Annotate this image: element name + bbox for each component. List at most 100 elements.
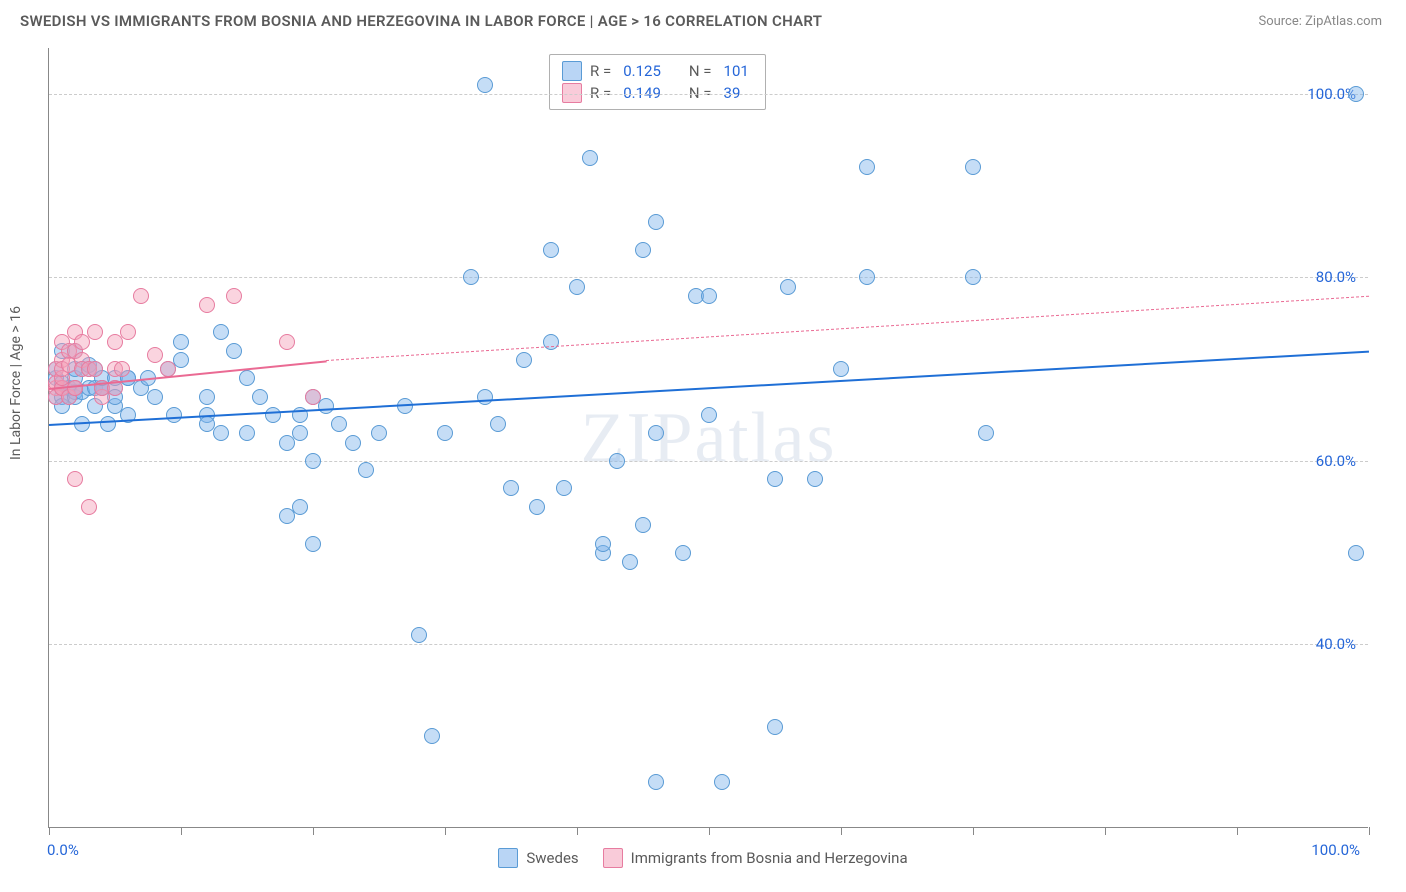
legend-n-label: N = [689, 62, 712, 80]
legend-swatch [498, 848, 518, 868]
scatter-point [265, 407, 281, 423]
chart-title: SWEDISH VS IMMIGRANTS FROM BOSNIA AND HE… [20, 12, 822, 30]
scatter-point [67, 471, 83, 487]
scatter-point [345, 435, 361, 451]
x-tick [1369, 827, 1370, 835]
scatter-point [120, 324, 136, 340]
x-tick [709, 827, 710, 835]
scatter-point [87, 324, 103, 340]
scatter-point [807, 471, 823, 487]
scatter-point [226, 343, 242, 359]
scatter-point [100, 416, 116, 432]
scatter-point [859, 269, 875, 285]
bottom-legend: Swedes Immigrants from Bosnia and Herzego… [0, 848, 1406, 868]
scatter-point [648, 214, 664, 230]
scatter-point [556, 480, 572, 496]
scatter-point [490, 416, 506, 432]
legend-r-label: R = [590, 62, 611, 80]
scatter-point [1348, 86, 1364, 102]
scatter-point [424, 728, 440, 744]
scatter-point [173, 334, 189, 350]
scatter-point [701, 288, 717, 304]
scatter-point [477, 77, 493, 93]
scatter-point [199, 297, 215, 313]
scatter-point [516, 352, 532, 368]
scatter-point [81, 499, 97, 515]
legend-stats-row: R = 0.125 N = 101 [562, 61, 753, 81]
plot-area: ZIPatlas R =0.125N =101R =0.149N =39 0.0… [48, 48, 1368, 828]
scatter-point [635, 517, 651, 533]
scatter-point [648, 425, 664, 441]
gridline [49, 461, 1368, 462]
scatter-point [213, 425, 229, 441]
scatter-point [147, 389, 163, 405]
scatter-point [292, 499, 308, 515]
scatter-point [239, 370, 255, 386]
bottom-legend-item: Immigrants from Bosnia and Herzegovina [603, 848, 908, 868]
trend-line-dashed [326, 296, 1369, 361]
scatter-point [543, 242, 559, 258]
scatter-point [318, 398, 334, 414]
scatter-point [199, 389, 215, 405]
scatter-point [859, 159, 875, 175]
scatter-point [833, 361, 849, 377]
series-label: Immigrants from Bosnia and Herzegovina [631, 849, 908, 867]
scatter-point [114, 361, 130, 377]
x-tick [445, 827, 446, 835]
gridline [49, 277, 1368, 278]
scatter-point [166, 407, 182, 423]
legend-stats-box: R =0.125N =101R =0.149N =39 [549, 54, 766, 110]
scatter-point [1348, 545, 1364, 561]
scatter-point [477, 389, 493, 405]
scatter-point [701, 407, 717, 423]
gridline [49, 644, 1368, 645]
x-tick [181, 827, 182, 835]
gridline [49, 94, 1368, 95]
scatter-point [437, 425, 453, 441]
scatter-point [767, 471, 783, 487]
scatter-point [252, 389, 268, 405]
scatter-point [965, 159, 981, 175]
scatter-point [279, 334, 295, 350]
scatter-point [371, 425, 387, 441]
y-axis-label: In Labor Force | Age > 16 [8, 306, 24, 460]
scatter-point [331, 416, 347, 432]
scatter-point [780, 279, 796, 295]
scatter-point [569, 279, 585, 295]
scatter-point [239, 425, 255, 441]
scatter-point [582, 150, 598, 166]
scatter-point [609, 453, 625, 469]
y-tick-label: 40.0% [1316, 635, 1356, 653]
scatter-point [503, 480, 519, 496]
legend-swatch [562, 61, 582, 81]
x-tick [841, 827, 842, 835]
bottom-legend-item: Swedes [498, 848, 578, 868]
scatter-point [358, 462, 374, 478]
scatter-point [648, 774, 664, 790]
scatter-point [635, 242, 651, 258]
scatter-point [411, 627, 427, 643]
scatter-point [292, 425, 308, 441]
scatter-point [529, 499, 545, 515]
scatter-point [767, 719, 783, 735]
scatter-point [173, 352, 189, 368]
scatter-point [978, 425, 994, 441]
scatter-point [213, 324, 229, 340]
x-tick [49, 827, 50, 835]
scatter-point [305, 453, 321, 469]
x-tick [313, 827, 314, 835]
scatter-point [133, 288, 149, 304]
legend-n-value: 101 [720, 62, 753, 80]
x-tick [1237, 827, 1238, 835]
source-label: Source: ZipAtlas.com [1258, 14, 1382, 29]
x-tick [973, 827, 974, 835]
legend-r-value: 0.125 [619, 62, 665, 80]
scatter-point [226, 288, 242, 304]
x-tick [577, 827, 578, 835]
series-label: Swedes [526, 849, 578, 867]
scatter-point [305, 389, 321, 405]
legend-swatch [603, 848, 623, 868]
scatter-point [147, 347, 163, 363]
x-tick [1105, 827, 1106, 835]
scatter-point [675, 545, 691, 561]
